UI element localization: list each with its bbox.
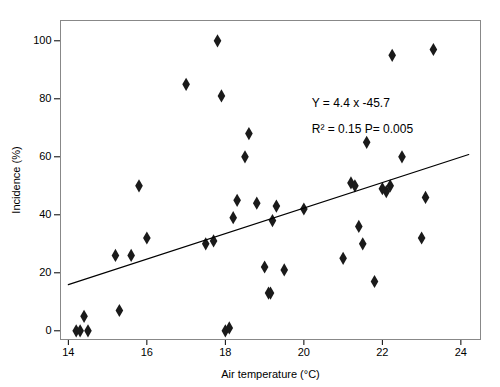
svg-text:Y = 4.4 x -45.7: Y = 4.4 x -45.7 xyxy=(312,96,390,110)
svg-text:60: 60 xyxy=(39,150,51,162)
svg-text:Air temperature (°C): Air temperature (°C) xyxy=(221,368,320,380)
svg-text:40: 40 xyxy=(39,208,51,220)
svg-text:R² = 0.15 P= 0.005: R² = 0.15 P= 0.005 xyxy=(312,122,414,136)
svg-text:16: 16 xyxy=(141,346,153,358)
svg-text:18: 18 xyxy=(219,346,231,358)
svg-text:0: 0 xyxy=(45,324,51,336)
svg-text:100: 100 xyxy=(33,34,51,46)
svg-text:20: 20 xyxy=(39,266,51,278)
svg-text:14: 14 xyxy=(62,346,74,358)
svg-text:22: 22 xyxy=(376,346,388,358)
svg-text:80: 80 xyxy=(39,92,51,104)
svg-text:20: 20 xyxy=(298,346,310,358)
svg-text:Incidence (%): Incidence (%) xyxy=(10,146,22,213)
svg-text:24: 24 xyxy=(455,346,467,358)
